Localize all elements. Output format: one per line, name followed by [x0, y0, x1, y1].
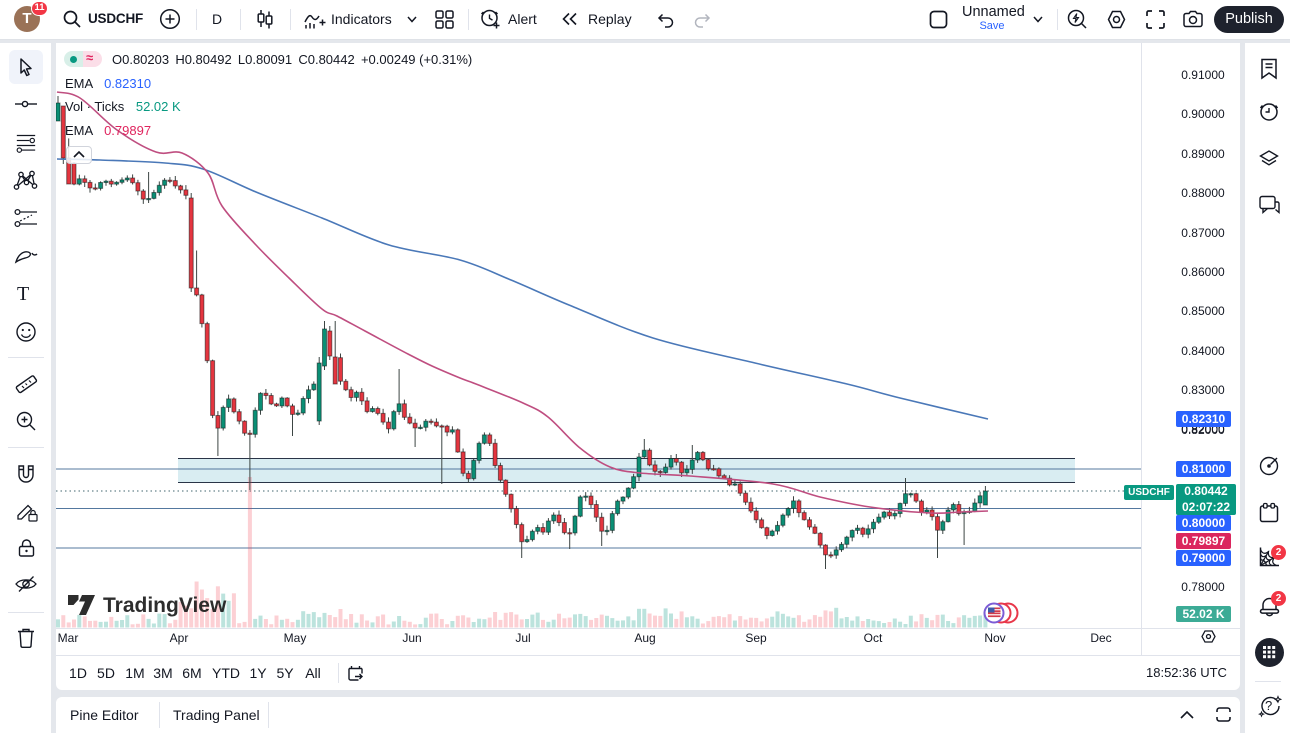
svg-text:TradingView: TradingView [103, 594, 227, 617]
svg-text:?: ? [1265, 698, 1272, 713]
